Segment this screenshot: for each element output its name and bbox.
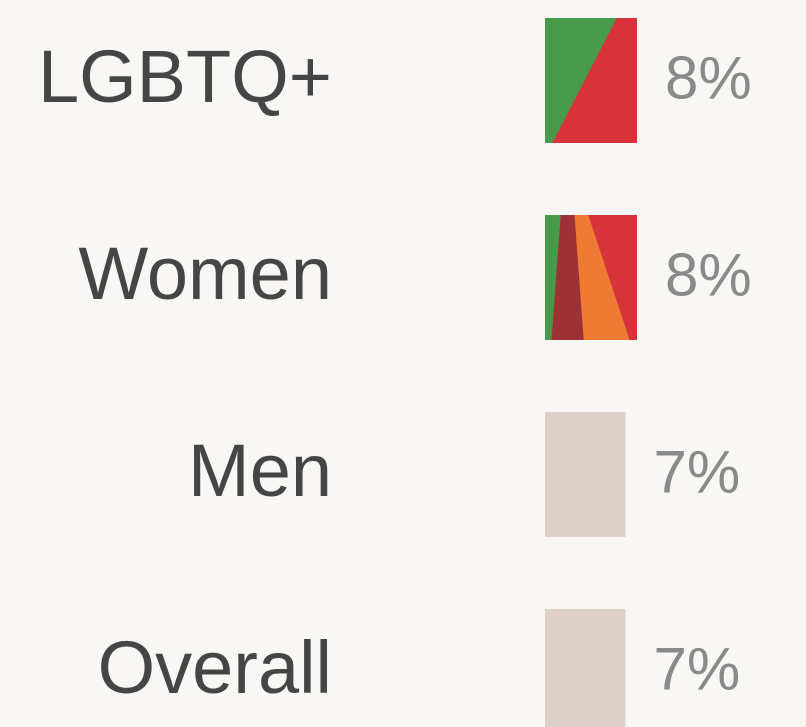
value-label: 7% (654, 635, 741, 702)
bar (545, 412, 626, 537)
value-label: 8% (665, 241, 752, 308)
value-label: 7% (654, 438, 741, 505)
category-label: Men (188, 429, 332, 512)
category-label: Overall (98, 626, 332, 709)
bar (545, 609, 626, 727)
bar (545, 18, 637, 143)
category-label: LGBTQ+ (38, 35, 332, 118)
bar (545, 215, 637, 340)
category-label: Women (78, 232, 332, 315)
value-label: 8% (665, 44, 752, 111)
